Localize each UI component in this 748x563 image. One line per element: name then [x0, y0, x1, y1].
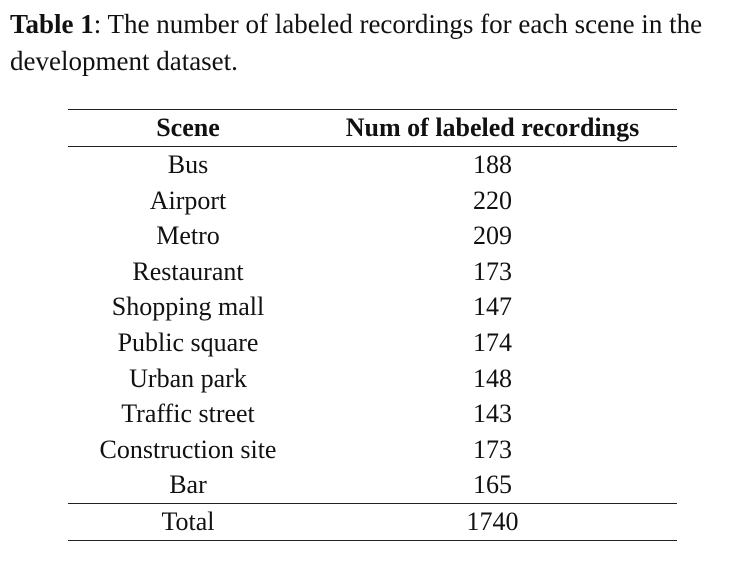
scene-cell: Public square	[117, 327, 259, 357]
total-row: Total 1740	[68, 502, 677, 541]
count-cell: 165	[473, 470, 512, 500]
table-row: Traffic street 143	[68, 396, 677, 432]
count-cell: 173	[473, 434, 512, 464]
count-cell: 188	[473, 150, 512, 179]
table-header-row: Scene Num of labeled recordings	[68, 109, 677, 147]
scene-cell: Urban park	[129, 363, 247, 393]
count-cell: 209	[473, 221, 512, 251]
table-row: Metro 209	[68, 218, 677, 254]
caption-text: : The number of labeled recordings for e…	[10, 9, 703, 76]
scene-cell: Metro	[156, 221, 220, 251]
count-cell: 174	[473, 327, 512, 357]
scene-cell: Shopping mall	[111, 292, 265, 322]
total-label-cell: Total	[68, 502, 308, 541]
table-row: Construction site 173	[68, 432, 677, 468]
count-cell: 220	[473, 185, 512, 215]
table-row: Bar 165	[68, 467, 677, 503]
count-cell: 147	[473, 292, 512, 322]
header-count: Num of labeled recordings	[308, 109, 677, 147]
table-row: Bus 188	[68, 147, 677, 183]
count-cell: 143	[473, 399, 512, 429]
scene-cell: Traffic street	[121, 399, 255, 429]
count-cell: 173	[473, 256, 512, 286]
scene-table-container: Scene Num of labeled recordings Bus 188 …	[68, 109, 677, 541]
total-value-cell: 1740	[308, 502, 677, 541]
scene-cell: Airport	[149, 185, 227, 215]
table-row: Restaurant 173	[68, 254, 677, 290]
scene-cell: Restaurant	[132, 256, 244, 286]
caption-label: Table 1	[10, 9, 94, 39]
header-scene: Scene	[68, 109, 308, 147]
scene-table: Scene Num of labeled recordings Bus 188 …	[68, 109, 677, 541]
table-caption: Table 1: The number of labeled recording…	[10, 6, 742, 80]
table-row: Shopping mall 147	[68, 289, 677, 325]
scene-cell: Bar	[169, 470, 207, 500]
table-row: Airport 220	[68, 183, 677, 219]
table-row: Public square 174	[68, 325, 677, 361]
scene-cell: Bus	[167, 150, 209, 179]
table-row: Urban park 148	[68, 361, 677, 397]
count-cell: 148	[473, 363, 512, 393]
scene-cell: Construction site	[99, 434, 277, 464]
